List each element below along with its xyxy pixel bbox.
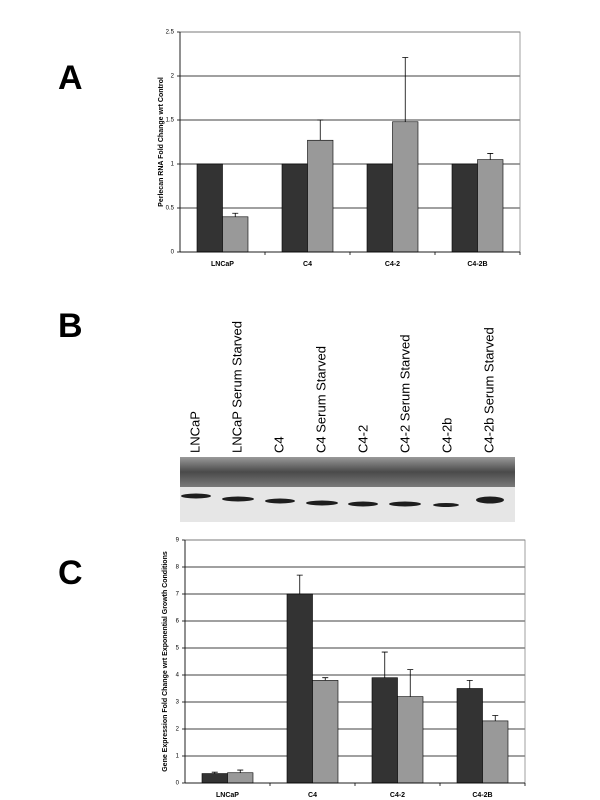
panel-label: C (58, 554, 83, 592)
panel-label: A (58, 59, 83, 97)
y-tick-label: 2.5 (166, 30, 175, 36)
bar (366, 163, 393, 253)
bar (196, 163, 223, 253)
y-tick-label: 1 (176, 754, 180, 760)
y-tick-label: 9 (176, 538, 180, 544)
y-tick-label: 7 (176, 592, 180, 598)
bar (477, 159, 504, 253)
y-tick-label: 2 (171, 74, 175, 80)
x-tick-label: C4-2 (390, 792, 405, 799)
error-bar (407, 669, 414, 697)
lane-label: C4-2 Serum Starved (397, 335, 412, 454)
lane-label: C4 Serum Starved (313, 346, 328, 453)
bar (222, 216, 249, 253)
bar (397, 696, 424, 784)
bar (456, 688, 483, 784)
error-bar (492, 715, 499, 721)
bar (201, 773, 228, 784)
lane-label: C4-2b (439, 418, 454, 453)
y-axis-label: Gene Expression Fold Change wrt Exponent… (162, 551, 169, 772)
lane-label: C4 (271, 436, 286, 453)
x-tick-label: C4 (308, 792, 317, 799)
bar (286, 593, 313, 784)
y-tick-label: 2 (176, 727, 180, 733)
blot-upper (180, 457, 515, 487)
y-tick-label: 4 (176, 673, 180, 679)
panel-label: B (58, 307, 83, 345)
bar (307, 139, 334, 253)
error-bar (487, 153, 494, 160)
x-tick-label: LNCaP (211, 261, 234, 268)
y-tick-label: 5 (176, 646, 180, 652)
bar (281, 163, 308, 253)
error-bar (381, 651, 388, 678)
y-tick-label: 1.5 (166, 118, 175, 124)
blot-bands (181, 493, 504, 507)
bar (227, 772, 254, 784)
lane-label: LNCaP Serum Starved (229, 321, 244, 453)
error-bar (211, 771, 218, 774)
error-bar (237, 769, 244, 773)
error-bar (232, 212, 239, 217)
error-bar (296, 574, 303, 594)
blot-image (180, 457, 515, 522)
x-tick-label: C4-2B (472, 792, 492, 799)
bar (482, 720, 509, 784)
x-tick-label: C4-2 (385, 261, 400, 268)
y-tick-label: 0 (176, 781, 180, 787)
bar (392, 121, 419, 253)
x-tick-label: C4 (303, 261, 312, 268)
x-tick-label: LNCaP (216, 792, 239, 799)
lane-label: C4-2 (355, 425, 370, 453)
bar (451, 163, 478, 253)
error-bar (402, 57, 409, 122)
y-tick-label: 6 (176, 619, 180, 625)
blot-lower (180, 487, 515, 522)
y-tick-label: 1 (171, 162, 175, 168)
error-bar (317, 119, 324, 141)
lane-label: LNCaP (187, 411, 202, 453)
x-tick-label: C4-2B (467, 261, 487, 268)
bar (371, 677, 398, 784)
y-tick-label: 8 (176, 565, 180, 571)
bar (312, 680, 339, 784)
error-bar (322, 677, 329, 681)
y-axis-label: Perlecan RNA Fold Change wrt Control (158, 77, 165, 207)
lane-label: C4-2b Serum Starved (481, 327, 496, 453)
y-tick-label: 3 (176, 700, 180, 706)
y-tick-label: 0.5 (166, 206, 175, 212)
y-tick-label: 0 (171, 250, 175, 256)
error-bar (466, 680, 473, 689)
